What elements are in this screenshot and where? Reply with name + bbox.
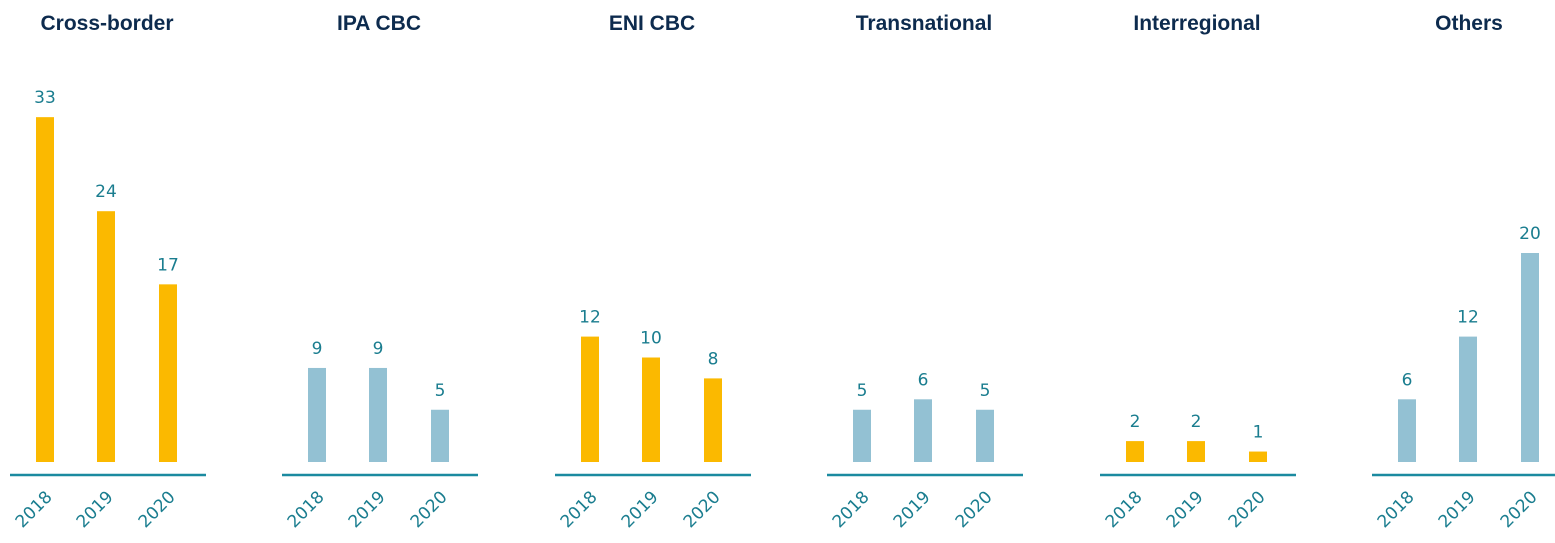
x-tick-label: 2019 [345, 487, 390, 532]
bar [36, 117, 54, 463]
x-tick-label: 2020 [1497, 487, 1542, 532]
x-tick-label: 2019 [1163, 487, 1208, 532]
value-label: 5 [435, 381, 446, 401]
bar [581, 336, 599, 462]
bar [1459, 336, 1477, 462]
chart-title: Cross-border [40, 12, 173, 35]
value-label: 6 [918, 370, 929, 390]
value-label: 20 [1519, 224, 1541, 244]
value-label: 6 [1402, 370, 1413, 390]
x-tick-label: 2020 [680, 487, 725, 532]
x-tick-label: 2018 [284, 487, 329, 532]
x-tick-label: 2020 [135, 487, 180, 532]
bar [1521, 253, 1539, 462]
x-tick-label: 2018 [12, 487, 57, 532]
x-tick-label: 2018 [829, 487, 874, 532]
value-label: 5 [980, 381, 991, 401]
bar [976, 409, 994, 462]
value-label: 33 [34, 88, 56, 108]
x-tick-label: 2018 [1374, 487, 1419, 532]
bar [1249, 451, 1267, 462]
bar [431, 409, 449, 462]
value-label: 9 [373, 339, 384, 359]
x-tick-label: 2020 [407, 487, 452, 532]
bar [1187, 441, 1205, 462]
value-label: 2 [1191, 412, 1202, 432]
value-label: 9 [312, 339, 323, 359]
chart-title: Others [1435, 12, 1503, 35]
x-tick-label: 2018 [1102, 487, 1147, 532]
bar [642, 357, 660, 462]
value-label: 1 [1253, 423, 1264, 443]
value-label: 12 [1457, 308, 1479, 328]
chart-title: ENI CBC [609, 12, 695, 35]
value-label: 24 [95, 182, 117, 202]
x-tick-label: 2020 [1225, 487, 1270, 532]
x-tick-label: 2018 [557, 487, 602, 532]
bar [704, 378, 722, 462]
bar [853, 409, 871, 462]
value-label: 17 [157, 255, 179, 275]
x-tick-label: 2019 [73, 487, 118, 532]
value-label: 5 [857, 381, 868, 401]
bar [97, 211, 115, 462]
x-tick-label: 2020 [952, 487, 997, 532]
bar [369, 367, 387, 462]
bar [308, 367, 326, 462]
value-label: 10 [640, 329, 662, 349]
x-tick-label: 2019 [1435, 487, 1480, 532]
value-label: 2 [1130, 412, 1141, 432]
x-tick-label: 2019 [618, 487, 663, 532]
x-tick-label: 2019 [890, 487, 935, 532]
chart-title: IPA CBC [337, 12, 421, 35]
chart-title: Interregional [1133, 12, 1260, 35]
bar [1126, 441, 1144, 462]
value-label: 12 [579, 308, 601, 328]
bar [914, 399, 932, 462]
chart-title: Transnational [856, 12, 993, 35]
bar [159, 284, 177, 462]
value-label: 8 [708, 349, 719, 369]
bar [1398, 399, 1416, 462]
